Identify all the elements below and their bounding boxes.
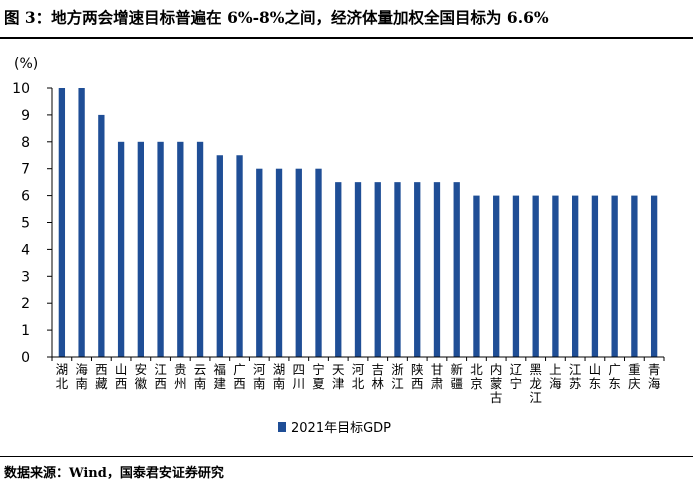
bar [315, 168, 322, 357]
x-tick-label: 北京 [470, 362, 483, 391]
y-axis-label: (%) [14, 56, 38, 72]
bar [433, 182, 441, 357]
x-tick-label: 山西 [115, 362, 128, 391]
bar [137, 141, 144, 357]
x-tick-label: 福建 [214, 362, 227, 391]
x-tick-label: 安徽 [135, 362, 148, 391]
bar [493, 195, 500, 357]
x-tick-label: 江西 [154, 362, 167, 391]
bar [256, 168, 263, 357]
x-tick-label: 西藏 [95, 362, 108, 391]
y-tick-label: 5 [21, 216, 30, 232]
data-source: 数据来源：Wind，国泰君安证券研究 [4, 466, 224, 481]
y-tick-label: 9 [21, 108, 30, 124]
bar [572, 195, 579, 357]
chart-title: 图 3：地方两会增速目标普遍在 6%-8%之间，经济体量加权全国目标为 6.6% [4, 8, 549, 27]
bar [394, 182, 401, 357]
y-tick-label: 8 [21, 135, 30, 151]
bar [78, 88, 85, 357]
x-tick-label: 江苏 [569, 362, 582, 391]
legend-label: 2021年目标GDP [291, 421, 391, 436]
legend-swatch [278, 422, 286, 432]
bars [58, 88, 658, 358]
bar [473, 195, 480, 357]
x-tick-label: 四川 [293, 362, 306, 391]
bar [98, 114, 105, 358]
x-tick-label: 辽宁 [510, 362, 523, 391]
x-tick-label: 贵州 [174, 362, 187, 391]
bar [216, 155, 223, 357]
x-tick-label: 陕西 [411, 362, 424, 391]
bar [295, 168, 302, 357]
x-tick-label: 浙江 [391, 362, 404, 391]
x-tick-label: 黑龙江 [529, 362, 542, 405]
x-tick-label: 上海 [549, 362, 562, 391]
x-tick-label: 湖北 [56, 362, 69, 391]
x-tick-label: 广西 [233, 362, 246, 391]
y-axis: 0 1 2 3 4 5 6 7 8 9 10 [12, 81, 53, 366]
x-tick-label: 广东 [608, 362, 621, 391]
x-tick-label: 青海 [648, 362, 661, 391]
x-tick-label: 内蒙古 [490, 362, 503, 405]
footer-divider [0, 456, 693, 457]
y-tick-label: 2 [21, 296, 30, 312]
bar [532, 195, 539, 357]
bar [354, 182, 362, 357]
y-tick-label: 0 [21, 350, 30, 366]
x-tick-label: 重庆 [628, 362, 641, 391]
x-tick-label: 湖南 [273, 362, 286, 391]
bar [196, 141, 204, 357]
x-tick-label: 海南 [75, 362, 88, 391]
bar [650, 195, 658, 357]
legend: 2021年目标GDP [278, 421, 391, 436]
bar [611, 195, 618, 357]
x-tick-label: 山东 [589, 362, 602, 391]
bar-chart: (%) 0 1 2 3 4 5 6 7 8 9 10 湖北海南西藏山西安徽江西贵州云南福建广西河南湖… [12, 56, 665, 436]
y-tick-label: 1 [21, 323, 30, 339]
bar [335, 182, 342, 357]
bar [177, 141, 184, 357]
x-tick-label: 天津 [332, 362, 345, 391]
bar [117, 141, 125, 357]
bar [275, 168, 283, 357]
x-tick-label: 宁夏 [312, 362, 325, 391]
y-tick-label: 10 [12, 81, 30, 97]
bar [512, 195, 520, 357]
bar [631, 195, 638, 357]
bar [374, 182, 381, 357]
y-tick-label: 3 [21, 269, 30, 285]
bar [58, 88, 66, 357]
x-axis: 湖北海南西藏山西安徽江西贵州云南福建广西河南湖南四川宁夏天津河北吉林浙江陕西甘肃… [51, 356, 665, 405]
x-tick-label: 甘肃 [431, 362, 444, 391]
bar [157, 141, 164, 357]
bar [236, 155, 243, 357]
x-tick-label: 河北 [352, 362, 365, 391]
bar [414, 182, 421, 357]
y-tick-label: 4 [21, 242, 30, 258]
x-tick-label: 云南 [194, 362, 207, 391]
bar [453, 182, 460, 357]
x-tick-label: 吉林 [371, 362, 384, 391]
title-divider [0, 37, 693, 39]
x-tick-label: 新疆 [450, 362, 463, 391]
x-tick-label: 河南 [253, 362, 266, 391]
y-tick-label: 6 [21, 189, 30, 205]
y-tick-label: 7 [21, 162, 30, 178]
bar [591, 195, 599, 357]
bar [552, 195, 559, 357]
